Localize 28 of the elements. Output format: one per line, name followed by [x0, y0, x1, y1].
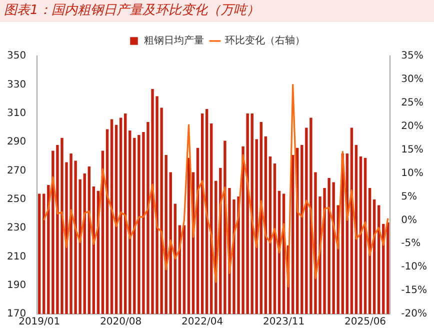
y2-tick-label: 5% [401, 191, 418, 202]
x-tick-label: 2020/08 [100, 316, 142, 328]
chart-title: 图表1：国内粗钢日产量及环比变化（万吨） [0, 0, 434, 22]
y2-tick-label: -5% [401, 238, 421, 250]
y2-tick-label: -10% [401, 262, 428, 273]
y2-tick-label: 30% [401, 74, 424, 86]
y2-tick-label: 25% [401, 98, 424, 109]
x-tick-label: 2023/11 [263, 316, 305, 328]
x-tick-label: 2022/04 [182, 316, 224, 328]
y-tick-label: 310 [6, 108, 26, 119]
y2-tick-label: 10% [401, 168, 424, 179]
y-tick-label: 190 [6, 280, 26, 291]
y2-tick-label: 0% [401, 214, 418, 226]
y-tick-label: 330 [6, 79, 26, 90]
y2-tick-label: 15% [401, 144, 424, 156]
y-tick-label: 230 [6, 222, 26, 234]
y-tick-label: 210 [6, 251, 26, 262]
y2-tick-label: -15% [401, 285, 428, 296]
legend-label: 粗钢日均产量 [144, 34, 204, 47]
y2-tick-label: -20% [401, 308, 428, 320]
legend-label: 环比变化（右轴） [225, 34, 305, 47]
y-tick-label: 350 [6, 50, 26, 62]
y2-tick-label: 35% [401, 50, 424, 62]
y-tick-label: 250 [6, 194, 26, 205]
y2-tick-label: 20% [401, 120, 424, 132]
y-tick-label: 270 [6, 165, 26, 176]
y-tick-label: 290 [6, 136, 26, 148]
x-tick-label: 2025/06 [344, 316, 386, 328]
